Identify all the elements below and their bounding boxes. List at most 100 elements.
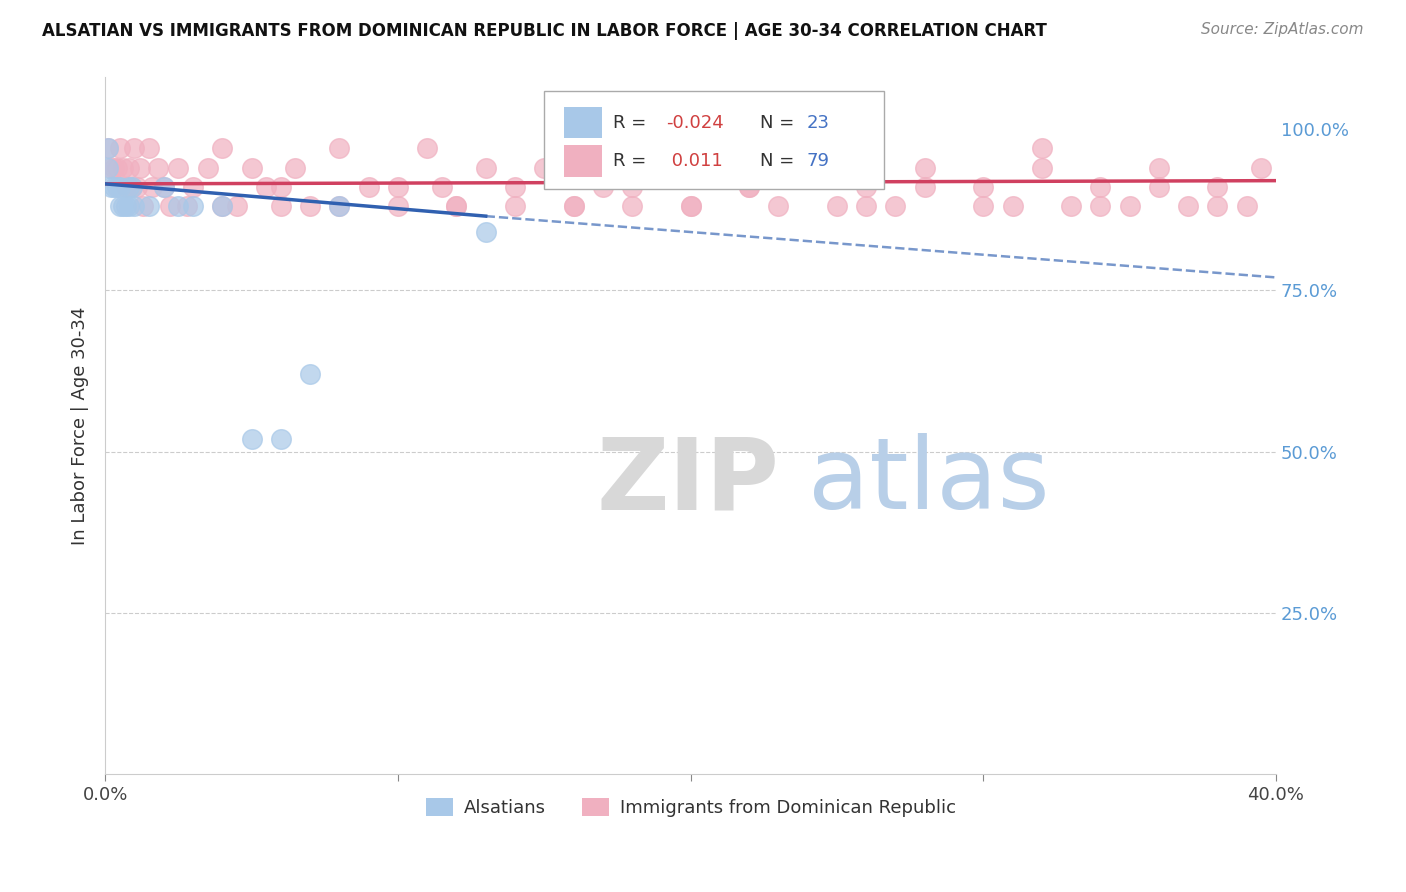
Point	[211, 199, 233, 213]
Point	[141, 180, 163, 194]
Point	[108, 141, 131, 155]
Point	[972, 199, 994, 213]
Point	[240, 161, 263, 175]
Point	[387, 180, 409, 194]
Point	[100, 180, 122, 194]
Point	[503, 180, 526, 194]
Point	[299, 199, 322, 213]
Point	[387, 199, 409, 213]
Point	[1001, 199, 1024, 213]
Point	[855, 199, 877, 213]
Point	[914, 180, 936, 194]
Point	[197, 161, 219, 175]
Point	[328, 141, 350, 155]
Point	[124, 141, 146, 155]
Point	[738, 180, 761, 194]
Point	[1031, 141, 1053, 155]
Point	[503, 199, 526, 213]
Text: 0.011: 0.011	[666, 152, 723, 170]
Point	[796, 161, 818, 175]
Point	[226, 199, 249, 213]
Point	[738, 180, 761, 194]
Point	[117, 180, 139, 194]
Point	[114, 180, 136, 194]
Point	[533, 161, 555, 175]
Point	[474, 225, 496, 239]
Point	[416, 141, 439, 155]
Point	[1206, 180, 1229, 194]
Point	[328, 199, 350, 213]
Point	[211, 141, 233, 155]
Text: N =: N =	[759, 152, 800, 170]
Point	[138, 141, 160, 155]
Point	[825, 199, 848, 213]
Point	[127, 180, 149, 194]
Point	[328, 199, 350, 213]
FancyBboxPatch shape	[544, 91, 884, 189]
Point	[103, 180, 125, 194]
Point	[650, 161, 672, 175]
Text: atlas: atlas	[807, 433, 1049, 530]
Point	[138, 199, 160, 213]
Point	[111, 199, 134, 213]
Text: R =: R =	[613, 152, 652, 170]
Point	[679, 199, 702, 213]
Bar	[564, 145, 602, 177]
Point	[796, 161, 818, 175]
Point	[105, 161, 128, 175]
Point	[97, 141, 120, 155]
Point	[124, 199, 146, 213]
Point	[129, 161, 152, 175]
Point	[1177, 199, 1199, 213]
Point	[430, 180, 453, 194]
Point	[768, 199, 790, 213]
Text: N =: N =	[759, 113, 800, 132]
Text: Source: ZipAtlas.com: Source: ZipAtlas.com	[1201, 22, 1364, 37]
Point	[284, 161, 307, 175]
Point	[855, 180, 877, 194]
Text: -0.024: -0.024	[666, 113, 724, 132]
Point	[117, 161, 139, 175]
Point	[621, 180, 644, 194]
Point	[132, 199, 155, 213]
Point	[100, 161, 122, 175]
Point	[121, 180, 143, 194]
Point	[97, 141, 120, 155]
Point	[159, 199, 181, 213]
Point	[105, 180, 128, 194]
Point	[1060, 199, 1083, 213]
Point	[103, 161, 125, 175]
Point	[211, 199, 233, 213]
Point	[1147, 180, 1170, 194]
Point	[176, 199, 198, 213]
Point	[108, 199, 131, 213]
Point	[97, 161, 120, 175]
Text: ZIP: ZIP	[598, 433, 780, 530]
Point	[152, 180, 174, 194]
Point	[679, 199, 702, 213]
Text: 23: 23	[807, 113, 830, 132]
Point	[240, 432, 263, 446]
Point	[1031, 161, 1053, 175]
Point	[254, 180, 277, 194]
Text: ALSATIAN VS IMMIGRANTS FROM DOMINICAN REPUBLIC IN LABOR FORCE | AGE 30-34 CORREL: ALSATIAN VS IMMIGRANTS FROM DOMINICAN RE…	[42, 22, 1047, 40]
Point	[1147, 161, 1170, 175]
Point	[270, 199, 292, 213]
Point	[1090, 180, 1112, 194]
Point	[1236, 199, 1258, 213]
Point	[446, 199, 468, 213]
Point	[621, 199, 644, 213]
Point	[181, 199, 204, 213]
Y-axis label: In Labor Force | Age 30-34: In Labor Force | Age 30-34	[72, 307, 89, 545]
Point	[884, 199, 907, 213]
Point	[111, 161, 134, 175]
Point	[474, 161, 496, 175]
Point	[592, 180, 614, 194]
Point	[270, 432, 292, 446]
Point	[146, 161, 169, 175]
Point	[357, 180, 380, 194]
Point	[167, 161, 190, 175]
Point	[167, 199, 190, 213]
Point	[562, 199, 585, 213]
Text: 79: 79	[807, 152, 830, 170]
